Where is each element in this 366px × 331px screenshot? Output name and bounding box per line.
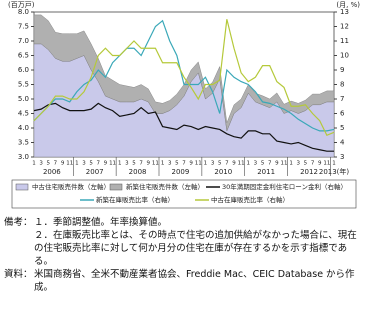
y-tick-label: 6.5 [18,52,29,60]
x-tick-label: 3 [297,161,301,167]
x-tick-label: 7 [268,161,272,167]
x-tick-label: 3 [125,161,129,167]
source-label: 資料： [4,269,33,280]
x-tick-label: 7 [182,161,186,167]
y2-tick-label: 7 [340,95,344,103]
x-tick-label: 1 [75,161,79,167]
x-group-label: 2007 [86,168,104,176]
x-tick-label: 5 [261,161,265,167]
x-tick-label: 1 [204,161,208,167]
y-tick-label: 3.0 [18,153,29,161]
y2-tick-label: 3 [340,153,344,161]
y2-tick-label: 5 [340,124,344,132]
legend-label: 新築住宅販売件数（左軸） [126,182,204,191]
legend-label: 新築在庫販売比率（右軸） [96,195,174,204]
y2-tick-label: 12 [340,23,349,31]
x-tick-label: 11 [152,161,159,167]
y-axis-label: (百万戸) [8,1,35,9]
y-tick-label: 4.5 [18,110,29,118]
x-tick-label: 1 [161,161,165,167]
x-tick-label: 7 [311,161,315,167]
y-tick-label: 8.0 [18,8,29,16]
x-tick-label: 11 [281,161,288,167]
x-tick-label: 3 [211,161,215,167]
note: １．季節調整値。年率換算値。 [34,217,168,228]
legend-swatch [15,183,29,191]
x-tick-label: 9 [189,161,193,167]
x-tick-label: 9 [61,161,65,167]
x-tick-label: 1 [118,161,122,167]
x-group-label: 2011 [257,168,275,176]
x-tick-label: 11 [66,161,73,167]
area [33,14,335,132]
y-tick-label: 5.0 [18,95,29,103]
y2-tick-label: 8 [340,81,344,89]
x-tick-label: 5 [47,161,51,167]
x-tick-label: 7 [225,161,229,167]
y2-tick-label: 13 [340,8,349,16]
x-tick-label: 9 [275,161,279,167]
x-tick-label: 5 [89,161,93,167]
x-group-label: 2010 [214,168,232,176]
x-tick-label: 3 [82,161,86,167]
x-tick-label: 7 [54,161,58,167]
line [33,19,335,137]
y2-tick-label: 11 [340,37,349,45]
x-group-label: 2012 [300,168,318,176]
x-group-label: 2013(年) [319,167,350,176]
x-tick-label: 1 [32,161,36,167]
x-tick-label: 7 [97,161,101,167]
x-tick-label: 1 [332,161,336,167]
x-group-label: 2006 [43,168,61,176]
x-tick-label: 5 [175,161,179,167]
x-tick-label: 11 [109,161,116,167]
x-tick-label: 9 [232,161,236,167]
x-tick-label: 3 [168,161,172,167]
legend-box [11,179,357,209]
x-tick-label: 3 [254,161,258,167]
legend-label: 中古住宅販売件数（左軸） [32,182,110,191]
legend-label: 30年満期固定金利住宅ローン金利（右軸） [222,182,347,191]
x-group-label: 2008 [129,168,147,176]
note: ２．在庫販売比率とは、その時点で住宅の追加供給がなかった場合に、現在の住宅販売比… [34,230,357,267]
legend-label: 中古在庫販売比率（右軸） [211,195,289,204]
x-tick-label: 11 [323,161,330,167]
y2-tick-label: 4 [340,139,345,147]
x-tick-label: 7 [139,161,143,167]
y2-axis-label: (月, %) [336,1,360,9]
y-tick-label: 3.5 [18,139,29,147]
line [33,19,335,132]
legend-swatch [109,183,123,191]
x-tick-label: 3 [39,161,43,167]
x-tick-label: 9 [104,161,108,167]
source: 米国商務省、全米不動産業者協会、Freddie Mac、CEIC Databas… [34,269,355,293]
x-tick-label: 5 [218,161,222,167]
x-tick-label: 9 [147,161,151,167]
y-tick-label: 7.5 [18,23,29,31]
line [33,102,334,152]
y2-tick-label: 6 [340,110,345,118]
y-tick-label: 5.5 [18,81,29,89]
y-tick-label: 4.0 [18,124,29,132]
x-group-label: 2009 [172,168,190,176]
notes: 備考： １．季節調整値。年率換算値。 ２．在庫販売比率とは、その時点で住宅の追加供… [4,216,362,294]
y2-tick-label: 9 [340,66,344,74]
chart: (百万戸) (月, %) 3.0 3.5 4.0 4.5 5.0 5.5 6.0 6.5 7.0… [8,1,360,209]
x-tick-label: 1 [289,161,293,167]
y-tick-label: 7.0 [18,37,29,45]
x-tick-label: 1 [247,161,251,167]
x-tick-label: 5 [132,161,136,167]
x-tick-label: 9 [318,161,322,167]
notes-label: 備考： [4,217,33,228]
x-tick-label: 11 [238,161,245,167]
y-tick-label: 6.0 [18,66,29,74]
x-tick-label: 5 [304,161,308,167]
x-tick-label: 11 [195,161,202,167]
y2-tick-label: 10 [340,52,349,60]
